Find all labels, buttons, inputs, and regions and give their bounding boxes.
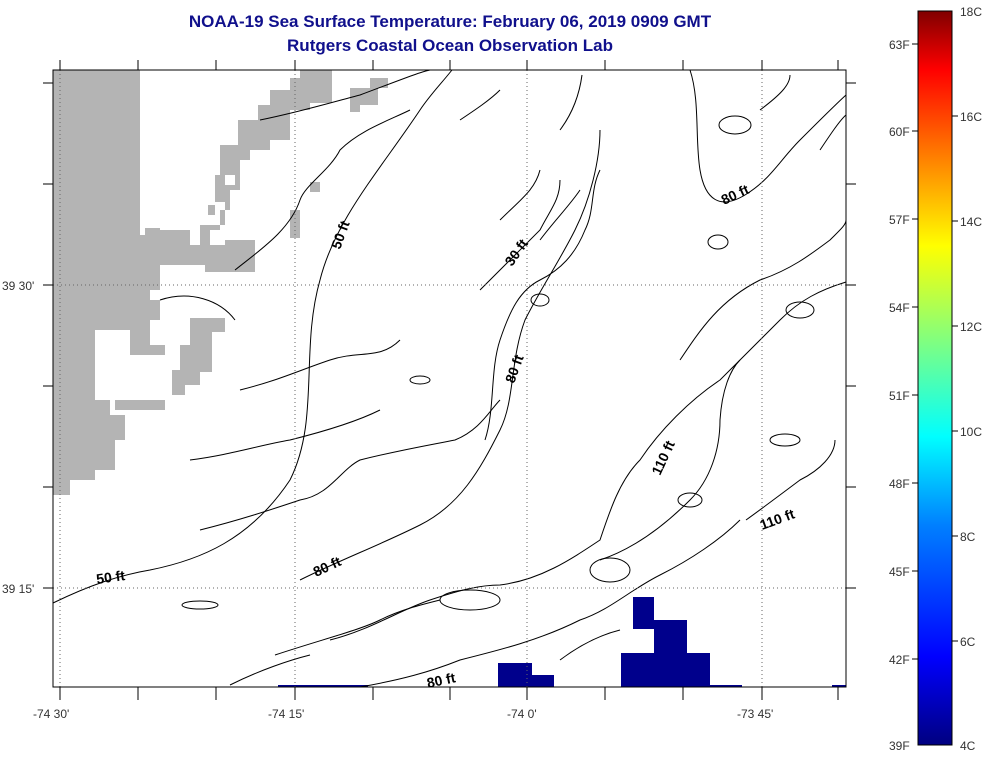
colorbar-f-label: 45F (889, 565, 910, 579)
map-frame (53, 70, 846, 687)
lat-label: 39 30' (2, 279, 34, 293)
colorbar-f-label: 42F (889, 653, 910, 667)
colorbar-c-label: 4C (960, 739, 976, 753)
colorbar-c-label: 18C (960, 5, 982, 19)
colorbar-f-label: 60F (889, 125, 910, 139)
lon-label: -74 30' (33, 707, 69, 721)
colorbar-f-label: 51F (889, 389, 910, 403)
graticule (53, 70, 846, 687)
contour-label: 50 ft (95, 567, 126, 587)
contour-label: 80 ft (425, 669, 457, 691)
colorbar-c-label: 8C (960, 530, 976, 544)
land-area (53, 70, 388, 495)
colorbar (917, 10, 953, 746)
colorbar-f-label: 57F (889, 213, 910, 227)
colorbar-f-label: 54F (889, 301, 910, 315)
lon-label: -73 45' (737, 707, 773, 721)
axis-ticks (43, 60, 856, 700)
colorbar-c-label: 16C (960, 110, 982, 124)
colorbar-c-label: 6C (960, 635, 976, 649)
colorbar-c-label: 14C (960, 215, 982, 229)
colorbar-f-label: 48F (889, 477, 910, 491)
depth-contours (52, 69, 847, 688)
lon-label: -74 0' (507, 707, 537, 721)
sst-pixels (278, 597, 846, 687)
map-subtitle: Rutgers Coastal Ocean Observation Lab (287, 36, 613, 55)
lat-label: 39 15' (2, 582, 34, 596)
colorbar-ticks (912, 43, 958, 660)
colorbar-f-label: 39F (889, 739, 910, 753)
colorbar-c-label: 10C (960, 425, 982, 439)
colorbar-c-label: 12C (960, 320, 982, 334)
lon-label: -74 15' (268, 707, 304, 721)
colorbar-f-label: 63F (889, 38, 910, 52)
map-title: NOAA-19 Sea Surface Temperature: Februar… (188, 12, 712, 31)
